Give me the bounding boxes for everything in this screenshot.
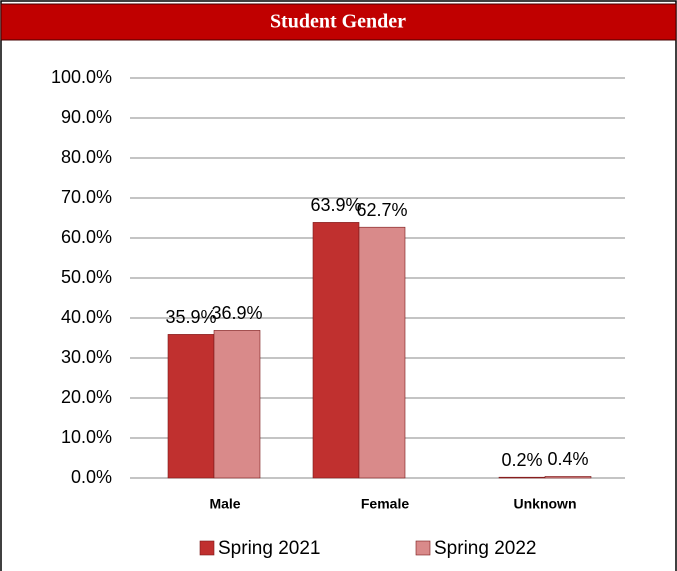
y-tick-label: 40.0%	[61, 307, 112, 327]
bar	[167, 334, 215, 479]
y-tick-label: 80.0%	[61, 147, 112, 167]
data-label: 0.2%	[501, 450, 542, 470]
title-bar	[0, 3, 677, 41]
data-label: 0.4%	[547, 449, 588, 469]
bar	[544, 476, 592, 479]
y-tick-label: 0.0%	[71, 467, 112, 487]
y-tick-label: 30.0%	[61, 347, 112, 367]
y-tick-label: 50.0%	[61, 267, 112, 287]
bar	[498, 476, 546, 479]
legend-label: Spring 2021	[218, 538, 320, 559]
legend-swatch	[415, 540, 431, 556]
bar	[312, 222, 360, 479]
data-label: 62.7%	[356, 200, 407, 220]
bar	[358, 226, 406, 479]
y-tick-label: 100.0%	[51, 67, 112, 87]
y-tick-label: 70.0%	[61, 187, 112, 207]
legend-swatch	[199, 540, 215, 556]
data-label: 36.9%	[211, 303, 262, 323]
y-tick-label: 10.0%	[61, 427, 112, 447]
y-tick-label: 20.0%	[61, 387, 112, 407]
data-label: 63.9%	[310, 195, 361, 215]
y-tick-label: 90.0%	[61, 107, 112, 127]
y-tick-label: 60.0%	[61, 227, 112, 247]
x-tick-label: Male	[209, 496, 240, 512]
chart-title: Student Gender	[270, 11, 406, 33]
x-tick-label: Unknown	[514, 496, 577, 512]
bar	[213, 330, 261, 479]
legend-label: Spring 2022	[434, 538, 536, 559]
data-label: 35.9%	[165, 307, 216, 327]
x-tick-label: Female	[361, 496, 409, 512]
